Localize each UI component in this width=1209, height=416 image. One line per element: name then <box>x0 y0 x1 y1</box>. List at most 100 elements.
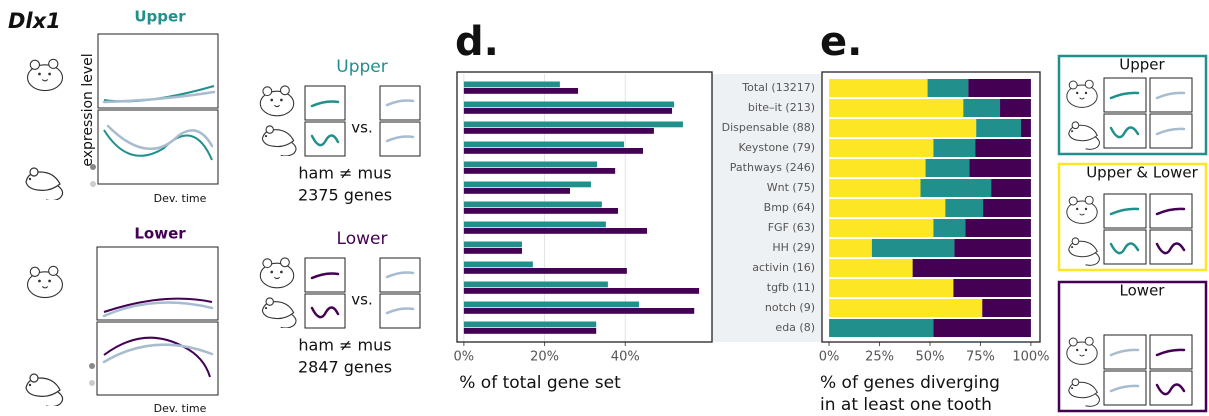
bar <box>464 202 602 208</box>
mini-plot <box>1150 114 1192 148</box>
bar <box>464 288 699 294</box>
bar <box>464 222 606 228</box>
bar-segment <box>933 319 1030 337</box>
bar-segment <box>933 219 965 237</box>
bar-segment <box>953 279 1031 297</box>
x-tick-label: 0% <box>819 350 840 365</box>
figure: Dlx1 Upper Lower expression level Dev. t… <box>0 0 1209 416</box>
bar <box>464 182 591 188</box>
bar-segment <box>829 139 933 157</box>
axis-label: expression level <box>80 53 96 166</box>
bar-segment <box>954 239 1031 257</box>
bar-segment <box>829 279 953 297</box>
bar <box>464 228 647 234</box>
axis-label: Dev. time <box>154 192 207 205</box>
mouse-icon <box>262 126 296 156</box>
bar-segment <box>976 119 1021 137</box>
bar-segment <box>926 159 970 177</box>
bar <box>464 102 674 108</box>
x-axis-label: in at least one tooth <box>820 395 992 415</box>
bar-segment <box>983 199 1031 217</box>
gene-count: 2847 genes <box>298 358 392 377</box>
bar-segment <box>829 319 933 337</box>
category-label: Wnt (75) <box>767 181 815 194</box>
legend-label: Lower <box>1120 282 1166 300</box>
mini-plot <box>305 122 345 156</box>
bar <box>464 142 624 148</box>
mini-plot <box>1150 335 1192 369</box>
category-label: notch (9) <box>765 301 815 314</box>
bar-segment <box>829 179 920 197</box>
bar <box>464 88 578 94</box>
bar <box>464 168 615 174</box>
bar-segment <box>945 199 983 217</box>
mini-plot <box>305 294 345 328</box>
mini-plot <box>1104 371 1146 405</box>
bar <box>464 82 560 88</box>
x-axis-label: % of total gene set <box>459 373 621 393</box>
mini-plot <box>1104 335 1146 369</box>
bar-segment <box>829 219 933 237</box>
category-label: HH (29) <box>772 241 815 254</box>
bar-segment <box>829 79 928 97</box>
hamster-icon <box>260 258 293 288</box>
bar-segment <box>975 139 1031 157</box>
axis-label: Dev. time <box>154 402 207 415</box>
x-tick-label: 100% <box>1012 350 1049 365</box>
mini-plot <box>1150 194 1192 228</box>
expression-plots <box>89 34 218 395</box>
category-label: Keystone (79) <box>738 141 815 154</box>
hamster-icon <box>28 266 63 297</box>
bar-segment <box>1000 99 1031 117</box>
bar <box>464 282 608 288</box>
mini-plot <box>380 86 420 120</box>
bar <box>464 188 570 194</box>
mouse-icon <box>26 168 63 201</box>
x-axis-label: % of genes diverging <box>820 373 1000 393</box>
bar <box>464 242 522 248</box>
bar-segment <box>969 159 1031 177</box>
bar <box>464 122 683 128</box>
bar-segment <box>933 139 975 157</box>
mini-plot <box>380 258 420 292</box>
x-tick-label: 40% <box>611 350 640 365</box>
x-tick-label: 75% <box>966 350 995 365</box>
bar <box>464 162 597 168</box>
bar-segment <box>928 79 969 97</box>
panel-title: Lower <box>134 225 186 243</box>
bar <box>464 322 596 328</box>
gene-count: 2375 genes <box>298 186 392 205</box>
category-label: bite–it (213) <box>748 101 815 114</box>
mini-plot <box>380 294 420 328</box>
panel-label: e. <box>820 19 862 65</box>
bar <box>464 268 627 274</box>
charts: 0%20%40%d.Total (13217)bite–it (213)Disp… <box>454 19 1206 415</box>
bar-segment <box>965 219 1031 237</box>
gene-name: Dlx1 <box>8 9 61 33</box>
bar-segment <box>991 179 1031 197</box>
bar <box>464 308 694 314</box>
bar <box>464 328 596 334</box>
bar <box>464 108 672 114</box>
bar-segment <box>829 239 872 257</box>
bar-segment <box>963 99 1000 117</box>
legend-label: Upper <box>1119 56 1165 74</box>
bar-segment <box>829 299 982 317</box>
bar-segment <box>1021 119 1031 137</box>
mini-plot <box>1104 78 1146 112</box>
vs-label: vs. <box>351 291 372 309</box>
panel-title: Lower <box>337 229 388 249</box>
mini-plot <box>1104 194 1146 228</box>
panel-label: d. <box>455 19 499 65</box>
bar <box>464 302 639 308</box>
category-label: Dispensable (88) <box>722 121 815 134</box>
mouse-icon <box>26 374 63 407</box>
panel-title: Upper <box>336 57 387 77</box>
vs-label: vs. <box>351 119 372 137</box>
hamster-icon <box>260 86 293 116</box>
bar-segment <box>829 199 945 217</box>
x-tick-label: 0% <box>454 350 475 365</box>
x-tick-label: 50% <box>916 350 945 365</box>
bar-segment <box>913 259 1031 277</box>
